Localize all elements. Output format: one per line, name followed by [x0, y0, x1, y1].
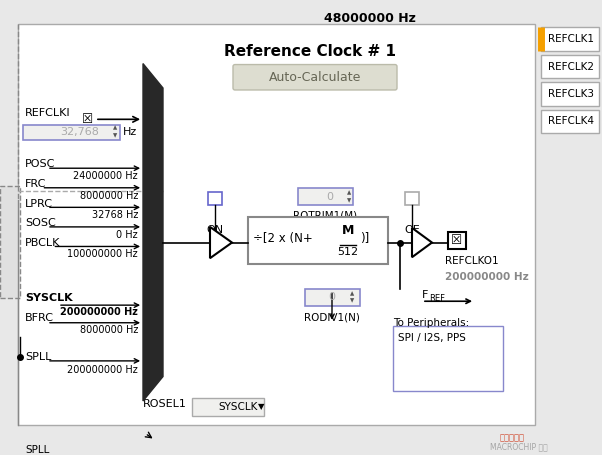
Text: Auto-Calculate: Auto-Calculate	[269, 71, 361, 84]
FancyBboxPatch shape	[233, 65, 397, 90]
FancyBboxPatch shape	[448, 232, 466, 249]
Text: REFCLK2: REFCLK2	[548, 61, 594, 71]
Text: M: M	[342, 224, 354, 238]
Text: ROSEL1: ROSEL1	[143, 399, 187, 409]
Text: MACROCHIP 社区: MACROCHIP 社区	[490, 442, 548, 451]
Polygon shape	[210, 227, 232, 258]
Text: 100000000 Hz: 100000000 Hz	[67, 249, 138, 259]
Text: LPRC: LPRC	[25, 198, 53, 208]
Text: )]: )]	[360, 232, 369, 245]
Text: 电子发烧友: 电子发烧友	[500, 433, 525, 442]
Text: To Peripherals:: To Peripherals:	[393, 318, 469, 328]
Text: SYSCLK: SYSCLK	[25, 293, 73, 303]
FancyBboxPatch shape	[23, 125, 120, 140]
FancyBboxPatch shape	[541, 27, 599, 51]
Text: ☒: ☒	[82, 113, 93, 126]
Text: 8000000 Hz: 8000000 Hz	[79, 191, 138, 201]
Text: OE: OE	[404, 225, 420, 235]
Text: ON: ON	[206, 225, 223, 235]
Text: REFCLK3: REFCLK3	[548, 89, 594, 99]
Text: ▲: ▲	[350, 291, 354, 296]
FancyBboxPatch shape	[541, 110, 599, 133]
Text: SPI / I2S, PPS: SPI / I2S, PPS	[398, 333, 466, 343]
Text: 0 Hz: 0 Hz	[116, 230, 138, 240]
FancyBboxPatch shape	[393, 326, 503, 391]
Polygon shape	[412, 228, 432, 257]
Text: ÷[2 x (N+: ÷[2 x (N+	[253, 232, 313, 245]
Text: SYSCLK: SYSCLK	[218, 402, 258, 412]
FancyBboxPatch shape	[0, 186, 20, 298]
FancyBboxPatch shape	[305, 288, 360, 306]
Text: REFCLKO1: REFCLKO1	[445, 256, 498, 266]
FancyBboxPatch shape	[541, 82, 599, 106]
Text: ▲: ▲	[347, 190, 351, 195]
Text: 200000000 Hz: 200000000 Hz	[445, 272, 529, 282]
Text: ▼: ▼	[350, 299, 354, 304]
Text: 512: 512	[338, 248, 359, 258]
Text: REF: REF	[429, 294, 445, 303]
Text: F: F	[422, 290, 429, 300]
Text: 8000000 Hz: 8000000 Hz	[79, 325, 138, 335]
FancyBboxPatch shape	[208, 192, 222, 205]
Text: ▼: ▼	[258, 402, 264, 411]
Text: REFCLKI: REFCLKI	[25, 107, 70, 117]
Text: SPLL: SPLL	[25, 352, 51, 362]
Text: RODIV1(N): RODIV1(N)	[304, 313, 360, 323]
Text: 0: 0	[326, 192, 334, 202]
Text: 48000000 Hz: 48000000 Hz	[324, 12, 416, 25]
Text: ▼: ▼	[347, 198, 351, 203]
Text: PBCLK: PBCLK	[25, 238, 60, 248]
Text: Hz: Hz	[123, 127, 137, 137]
Text: 24000000 Hz: 24000000 Hz	[73, 171, 138, 181]
Text: REFCLK1: REFCLK1	[548, 34, 594, 44]
Text: 32,768: 32,768	[61, 127, 99, 137]
Text: ▼: ▼	[113, 133, 117, 138]
Text: ROTRIM1(M): ROTRIM1(M)	[293, 210, 357, 220]
Text: Reference Clock # 1: Reference Clock # 1	[224, 44, 396, 59]
Text: ☒: ☒	[452, 234, 462, 247]
FancyBboxPatch shape	[541, 55, 599, 78]
FancyBboxPatch shape	[405, 192, 419, 205]
Polygon shape	[143, 64, 163, 401]
Text: 0: 0	[329, 292, 335, 302]
FancyBboxPatch shape	[248, 217, 388, 264]
FancyBboxPatch shape	[298, 188, 353, 205]
Text: SOSC: SOSC	[25, 218, 56, 228]
FancyBboxPatch shape	[18, 25, 535, 425]
Text: 200000000 Hz: 200000000 Hz	[60, 307, 138, 317]
Text: SPLL: SPLL	[25, 445, 49, 455]
Text: 32768 Hz: 32768 Hz	[92, 210, 138, 220]
FancyBboxPatch shape	[192, 398, 264, 416]
Text: REFCLK4: REFCLK4	[548, 116, 594, 126]
Text: BFRC: BFRC	[25, 313, 54, 323]
Text: ▲: ▲	[113, 126, 117, 131]
Text: FRC: FRC	[25, 179, 46, 189]
Text: 200000000 Hz: 200000000 Hz	[67, 365, 138, 375]
Text: POSC: POSC	[25, 159, 55, 169]
